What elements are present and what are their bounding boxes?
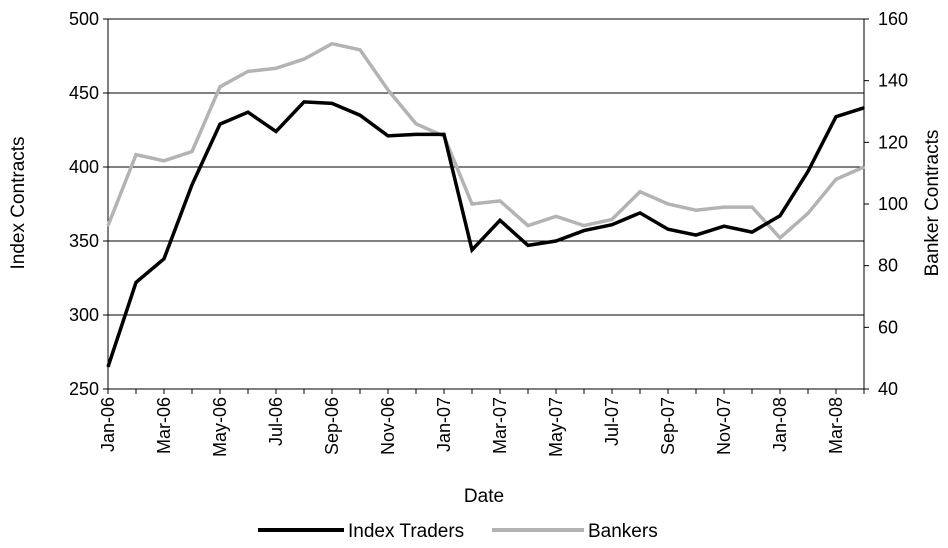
data-point — [387, 89, 389, 91]
right-tick-label: 100 — [878, 194, 908, 214]
right-tick-label: 60 — [878, 317, 898, 337]
x-tick-label: Jan-07 — [434, 397, 454, 452]
data-point — [359, 49, 361, 51]
x-tick-label: Mar-08 — [826, 397, 846, 454]
data-point — [527, 224, 529, 227]
x-tick-label: Mar-07 — [490, 397, 510, 454]
left-tick-label: 350 — [69, 231, 99, 251]
data-point — [611, 218, 613, 221]
data-point — [163, 160, 165, 162]
right-tick-label: 120 — [878, 132, 908, 152]
data-point — [191, 183, 193, 186]
right-tick-label: 40 — [878, 379, 898, 399]
right-tick-label: 140 — [878, 71, 908, 91]
x-tick-label: May-06 — [210, 397, 230, 457]
data-point — [191, 150, 193, 153]
data-point — [499, 200, 501, 202]
data-point — [807, 212, 809, 215]
right-axis-title: Banker Contracts — [922, 130, 943, 277]
left-axis-ticks: 250 300 350 400 450 500 — [69, 9, 108, 399]
data-point — [555, 240, 557, 242]
data-point — [415, 133, 417, 136]
data-point — [639, 212, 641, 214]
left-tick-label: 450 — [69, 83, 99, 103]
data-point — [415, 123, 417, 125]
data-point — [583, 224, 585, 227]
data-point — [723, 206, 725, 208]
left-axis-title: Index Contracts — [8, 136, 29, 269]
data-point — [751, 231, 753, 233]
data-point — [863, 166, 865, 168]
left-tick-label: 400 — [69, 157, 99, 177]
x-tick-label: Sep-06 — [322, 397, 342, 455]
data-point — [247, 111, 249, 114]
data-point — [275, 130, 277, 133]
data-point — [443, 133, 445, 136]
x-axis-ticks: Jan-06 Mar-06 May-06 Jul-06 Sep-06 Nov-06 Jan-… — [98, 389, 865, 457]
series-index-traders — [106, 100, 865, 368]
data-point — [779, 215, 781, 217]
data-point — [387, 135, 389, 137]
data-point — [667, 228, 669, 230]
left-tick-label: 250 — [69, 379, 99, 399]
left-tick-label: 300 — [69, 305, 99, 325]
data-point — [303, 101, 305, 103]
legend: Index Traders Bankers — [258, 521, 658, 542]
legend-label: Bankers — [588, 521, 658, 542]
x-axis-title: Date — [464, 486, 504, 507]
data-point — [583, 229, 585, 232]
x-tick-label: Jul-07 — [602, 397, 622, 446]
data-point — [359, 114, 361, 116]
data-point — [751, 206, 753, 208]
series-line — [106, 100, 865, 368]
data-point — [835, 178, 837, 181]
data-point — [219, 86, 221, 88]
legend-label: Index Traders — [348, 521, 464, 542]
x-tick-label: Jul-06 — [266, 397, 286, 446]
data-point — [723, 225, 725, 227]
series-bankers — [106, 41, 865, 241]
data-point — [135, 281, 137, 284]
x-tick-label: Nov-06 — [378, 397, 398, 455]
data-point — [275, 67, 277, 70]
data-point — [247, 70, 249, 73]
data-point — [331, 42, 333, 45]
x-tick-label: May-07 — [546, 397, 566, 457]
data-point — [779, 237, 781, 239]
series-line — [106, 41, 865, 241]
data-point — [303, 58, 305, 60]
data-point — [667, 203, 669, 205]
data-point — [555, 215, 557, 218]
data-point — [611, 223, 613, 226]
x-tick-label: Mar-06 — [154, 397, 174, 454]
data-point — [639, 190, 641, 193]
data-point — [471, 249, 473, 251]
data-point — [135, 153, 137, 156]
data-point — [807, 170, 809, 173]
x-tick-label: Jan-08 — [770, 397, 790, 452]
data-point — [107, 224, 109, 227]
data-point — [471, 203, 473, 205]
data-point — [863, 107, 865, 109]
data-point — [835, 115, 837, 118]
data-point — [107, 366, 109, 368]
data-point — [695, 209, 697, 211]
data-point — [163, 257, 165, 260]
right-axis-ticks: 40 60 80 100 120 140 160 — [864, 9, 908, 399]
right-tick-label: 80 — [878, 256, 898, 276]
data-point — [219, 123, 221, 125]
data-point — [527, 244, 529, 247]
right-tick-label: 160 — [878, 9, 908, 29]
data-point — [331, 102, 333, 105]
data-point — [695, 234, 697, 236]
data-point — [499, 219, 501, 222]
x-tick-label: Jan-06 — [98, 397, 118, 452]
x-tick-label: Nov-07 — [714, 397, 734, 455]
left-tick-label: 500 — [69, 9, 99, 29]
x-tick-label: Sep-07 — [658, 397, 678, 455]
series-layer — [106, 41, 865, 368]
